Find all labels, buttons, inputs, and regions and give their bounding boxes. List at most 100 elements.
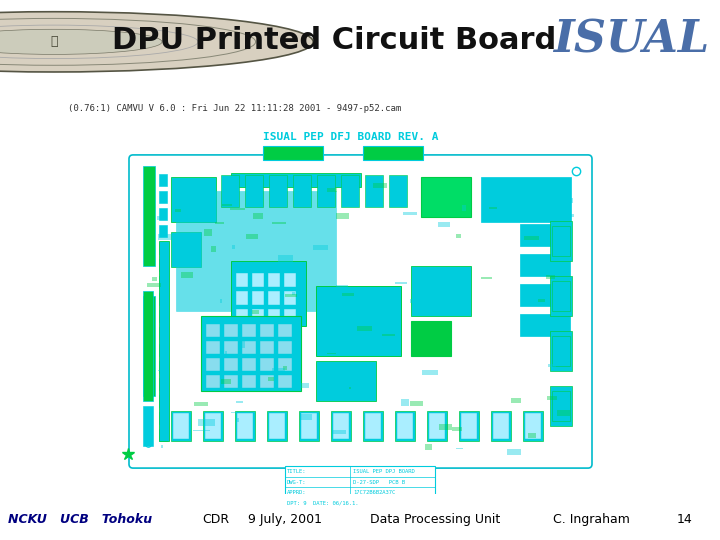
- Bar: [559, 198, 573, 203]
- Bar: [159, 241, 169, 441]
- Bar: [493, 413, 509, 439]
- Bar: [159, 378, 167, 390]
- Bar: [206, 341, 220, 354]
- Bar: [221, 379, 231, 384]
- Bar: [260, 324, 274, 337]
- Bar: [523, 236, 539, 240]
- Text: C. Ingraham: C. Ingraham: [553, 514, 630, 526]
- Bar: [456, 234, 461, 238]
- Bar: [410, 299, 418, 303]
- Bar: [158, 370, 169, 371]
- Bar: [423, 370, 438, 375]
- Bar: [552, 336, 570, 366]
- Bar: [491, 411, 511, 441]
- Bar: [520, 224, 570, 246]
- Bar: [220, 299, 222, 303]
- Bar: [365, 413, 381, 439]
- Text: DPT: 9  DATE: 06/16.1.: DPT: 9 DATE: 06/16.1.: [287, 501, 359, 505]
- Bar: [224, 358, 238, 371]
- Bar: [235, 411, 255, 441]
- Text: ISUAL: ISUAL: [553, 19, 709, 62]
- Bar: [481, 177, 571, 222]
- Bar: [327, 188, 337, 192]
- Bar: [284, 273, 296, 287]
- Bar: [299, 411, 319, 441]
- Bar: [438, 222, 450, 227]
- Bar: [181, 272, 193, 278]
- Bar: [552, 281, 570, 311]
- Bar: [253, 310, 258, 314]
- Bar: [558, 214, 574, 217]
- Bar: [269, 175, 287, 207]
- Bar: [368, 347, 379, 352]
- Bar: [157, 216, 166, 220]
- Bar: [159, 344, 167, 356]
- Bar: [510, 398, 521, 403]
- Bar: [215, 222, 224, 225]
- Bar: [411, 266, 471, 316]
- Bar: [363, 146, 423, 160]
- Bar: [365, 175, 383, 207]
- Text: D-27-SDP   PCB B: D-27-SDP PCB B: [353, 480, 405, 484]
- Bar: [232, 245, 235, 249]
- Bar: [159, 293, 167, 305]
- Bar: [539, 299, 545, 302]
- Bar: [159, 242, 167, 254]
- Bar: [221, 175, 239, 207]
- Text: 14: 14: [676, 514, 692, 526]
- Bar: [278, 255, 293, 262]
- Bar: [389, 175, 407, 207]
- Bar: [297, 308, 302, 311]
- Bar: [272, 368, 285, 372]
- Bar: [278, 358, 292, 371]
- Bar: [159, 327, 167, 339]
- Bar: [159, 361, 167, 373]
- Bar: [224, 324, 238, 337]
- Bar: [452, 294, 461, 300]
- Bar: [267, 411, 287, 441]
- Bar: [237, 413, 253, 439]
- Bar: [159, 310, 167, 322]
- Bar: [283, 366, 287, 370]
- Bar: [201, 316, 301, 391]
- Bar: [260, 358, 274, 371]
- Bar: [236, 309, 248, 323]
- Bar: [198, 419, 215, 426]
- Bar: [252, 273, 264, 287]
- Bar: [147, 283, 161, 287]
- Bar: [171, 177, 216, 222]
- Bar: [278, 341, 292, 354]
- Bar: [211, 246, 216, 253]
- Bar: [336, 285, 348, 287]
- Bar: [143, 406, 153, 446]
- Bar: [425, 444, 432, 450]
- Bar: [411, 321, 451, 356]
- Bar: [231, 173, 361, 187]
- Bar: [439, 424, 451, 430]
- Bar: [263, 146, 323, 160]
- Bar: [175, 210, 181, 212]
- Bar: [520, 254, 570, 276]
- Bar: [252, 309, 264, 323]
- Bar: [158, 234, 174, 240]
- Bar: [520, 314, 570, 336]
- Bar: [403, 212, 417, 214]
- Text: NCKU   UCB   Tohoku: NCKU UCB Tohoku: [8, 514, 152, 526]
- Bar: [260, 341, 274, 354]
- Bar: [246, 234, 258, 239]
- Bar: [268, 291, 280, 305]
- Bar: [231, 331, 301, 376]
- Bar: [269, 413, 285, 439]
- Bar: [495, 197, 510, 202]
- Bar: [260, 375, 274, 388]
- Bar: [161, 446, 163, 448]
- Bar: [528, 434, 536, 437]
- Bar: [242, 358, 256, 371]
- Bar: [230, 208, 245, 210]
- Bar: [224, 375, 238, 388]
- Text: 17C72B6B2A37C: 17C72B6B2A37C: [353, 490, 395, 495]
- Bar: [507, 449, 521, 455]
- Bar: [268, 377, 274, 381]
- Bar: [159, 395, 167, 407]
- Bar: [525, 413, 541, 439]
